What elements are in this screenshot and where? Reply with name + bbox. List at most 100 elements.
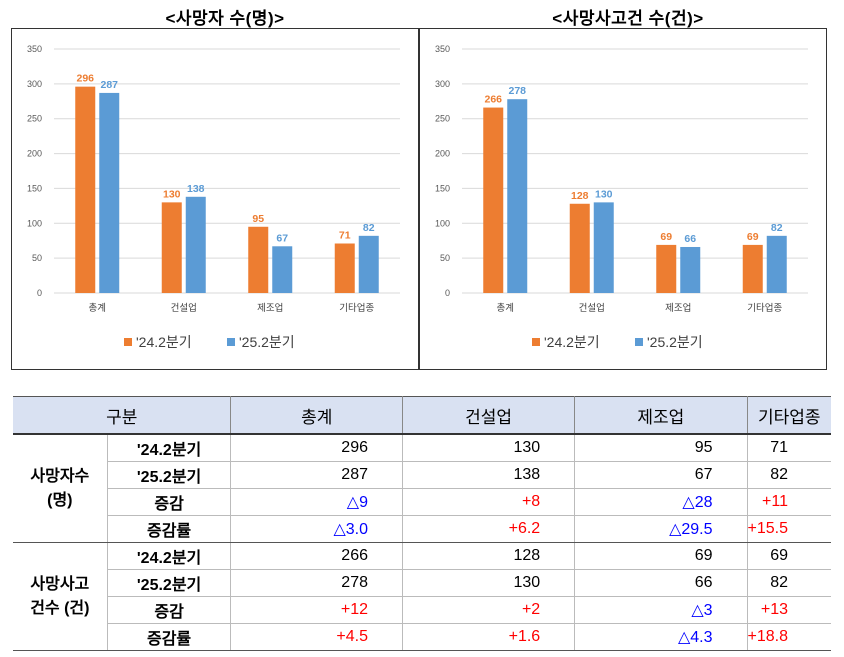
table-cell: 287 [230,461,403,489]
header-category: 구분 [13,396,232,435]
y-tick-label: 150 [435,183,450,193]
table-row: 사망자수 (명) '24.2분기 296 130 95 71 [13,433,831,543]
x-tick-label: 제조업 [257,302,283,314]
x-tick-label: 제조업 [665,302,691,314]
table-cell: 71 [746,433,831,462]
row-label: '25.2분기 [106,461,232,489]
table-row: 증감 +12 +2 △3 +13 [13,596,831,624]
data-label: 95 [252,213,264,225]
y-tick-label: 0 [37,288,42,298]
bar [656,244,677,293]
y-tick-label: 50 [440,253,450,263]
chart-deaths-svg: 0 50 100 150 200 250 300 350 296 287 총계 130 138 건설업 95… [27,44,400,350]
x-tick-label: 기타업종 [747,302,782,314]
data-label: 82 [771,222,783,234]
legend-swatch [635,338,643,346]
y-tick-label: 300 [435,79,450,89]
row-label: '25.2분기 [106,569,232,597]
header-manufacturing: 제조업 [574,396,748,435]
table-cell: 128 [401,542,576,570]
bar [248,226,269,293]
table-cell: 69 [746,542,831,570]
legend-label: '25.2분기 [647,334,703,350]
group-label-line2: (명) [47,491,73,509]
data-label: 278 [508,85,526,97]
y-tick-label: 200 [435,149,450,159]
y-tick-label: 300 [27,79,42,89]
table-cell: +12 [230,596,403,624]
table-row: 증감률 +4.5 +1.6 △4.3 +18.8 [13,623,831,651]
header-construction: 건설업 [401,396,576,435]
bar [569,203,590,293]
data-label: 69 [747,231,759,243]
bar [358,235,379,293]
data-label: 71 [339,230,351,242]
y-tick-label: 100 [27,218,42,228]
table-cell: +8 [401,488,576,516]
data-label: 130 [163,188,181,200]
y-tick-label: 350 [435,44,450,54]
legend-swatch [124,338,132,346]
bar [185,196,206,293]
bar [161,202,182,293]
bar [766,235,787,293]
bar [593,202,614,293]
table-cell: +13 [746,596,831,624]
group-label-line1: 사망자수 [30,467,90,485]
table-row: '25.2분기 287 138 67 82 [13,461,831,489]
table-cell: 82 [746,569,831,597]
group-label-line2: 건수 (건) [30,599,90,617]
data-label: 69 [660,231,672,243]
chart-deaths: 0 50 100 150 200 250 300 350 296 287 총계 130 138 건설업 95… [11,28,419,370]
header-total: 총계 [230,396,403,435]
data-label: 128 [571,190,589,202]
table-cell: △28 [574,488,748,516]
table-cell: +18.8 [746,623,831,651]
x-tick-label: 총계 [497,302,514,314]
table-cell: 69 [574,542,748,570]
x-tick-label: 총계 [89,302,106,314]
bar [680,246,701,293]
y-tick-label: 50 [32,253,42,263]
data-label: 67 [276,232,288,244]
row-label: 증감률 [106,515,232,543]
table-cell: 296 [230,433,403,462]
data-label: 82 [363,222,375,234]
table-row: 증감률 △3.0 +6.2 △29.5 +15.5 [13,515,831,543]
table-cell: +1.6 [401,623,576,651]
bar [742,244,763,293]
y-tick-label: 250 [27,114,42,124]
y-tick-label: 0 [445,288,450,298]
y-tick-label: 150 [27,183,42,193]
bar [334,243,355,293]
table-row: 증감 △9 +8 △28 +11 [13,488,831,516]
row-label: '24.2분기 [106,542,232,570]
table-row: '25.2분기 278 130 66 82 [13,569,831,597]
chart-accidents-svg: 0 50 100 150 200 250 300 350 266 278 총계 128 130 건설업 69… [435,44,808,350]
bar [483,107,504,293]
legend-label: '24.2분기 [544,334,600,350]
bar [99,92,120,293]
table-cell: 266 [230,542,403,570]
table-cell: +6.2 [401,515,576,543]
data-label: 296 [76,73,94,85]
y-tick-label: 200 [27,149,42,159]
row-label: 증감률 [106,623,232,651]
table-body: 사망자수 (명) '24.2분기 296 130 95 71'25.2분기 287 138 67 8… [13,433,831,651]
table-cell: 130 [401,569,576,597]
chart-title-accidents: <사망사고건 수(건)> [552,9,704,28]
table-cell: 82 [746,461,831,489]
row-label: 증감 [106,596,232,624]
table-cell: +15.5 [746,515,831,543]
row-label: 증감 [106,488,232,516]
table-cell: △4.3 [574,623,748,651]
bar [272,246,293,293]
x-tick-label: 건설업 [579,302,605,314]
group-label-line1: 사망사고 [30,575,90,593]
header-other: 기타업종 [746,396,831,435]
legend-label: '25.2분기 [239,334,295,350]
table-cell: +4.5 [230,623,403,651]
x-tick-label: 건설업 [171,302,197,314]
bar [75,86,96,293]
